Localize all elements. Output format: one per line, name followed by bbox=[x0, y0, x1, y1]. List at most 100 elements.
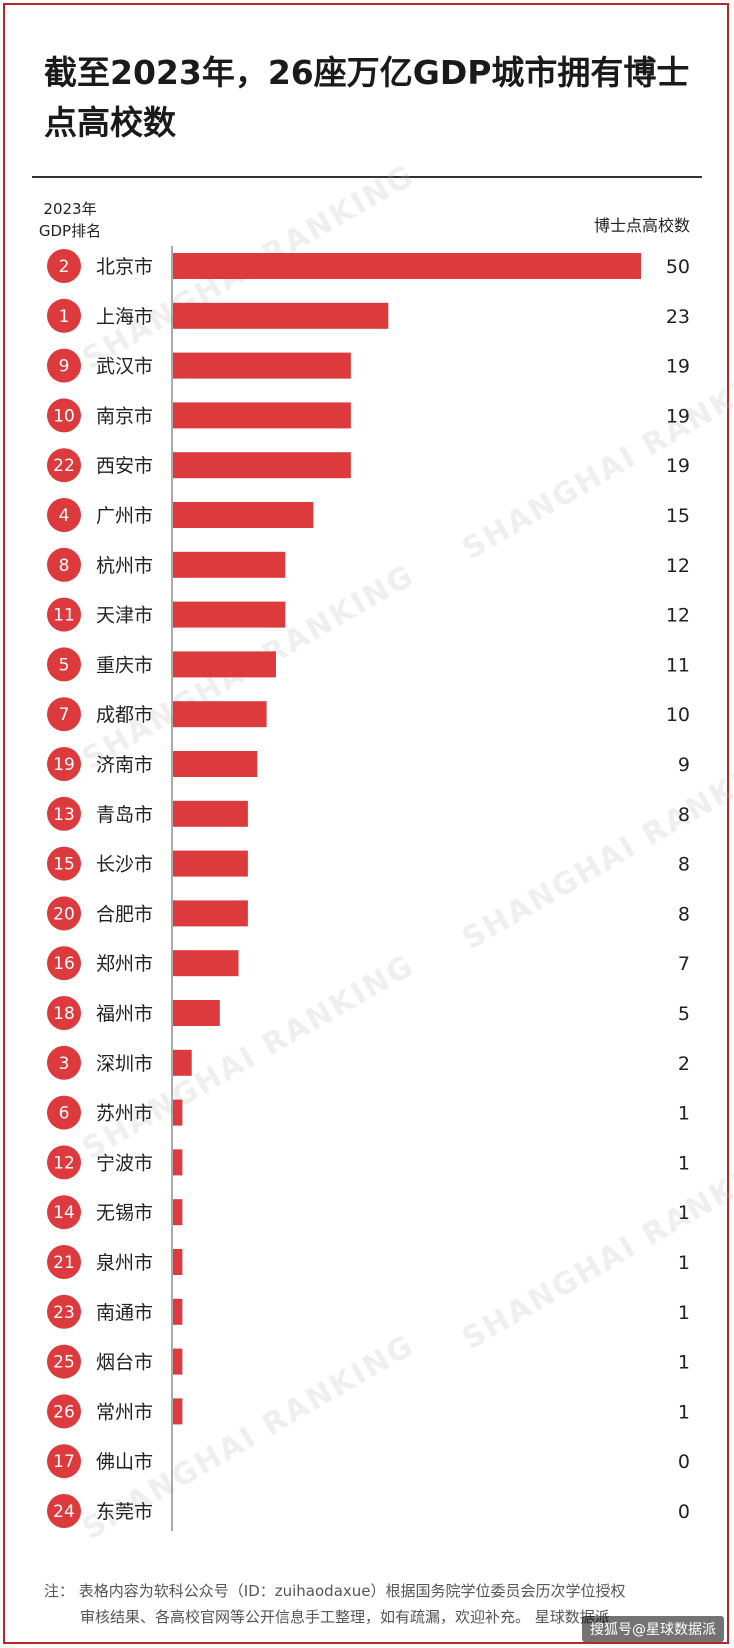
city-label: 杭州市 bbox=[96, 555, 153, 577]
rank-label: 5 bbox=[59, 655, 70, 675]
bar bbox=[173, 651, 276, 678]
rank-column-header: 2023年GDP排名 bbox=[30, 198, 110, 242]
city-label: 南京市 bbox=[96, 405, 153, 427]
rank-badge bbox=[47, 996, 81, 1030]
city-label: 济南市 bbox=[96, 754, 153, 776]
rank-badge bbox=[47, 796, 81, 831]
city-label: 苏州市 bbox=[96, 1103, 153, 1125]
rank-badge bbox=[47, 597, 81, 632]
bar bbox=[173, 751, 258, 777]
chart-title: 截至2023年，26座万亿GDP城市拥有博士点高校数 bbox=[44, 53, 690, 142]
rank-label: 14 bbox=[53, 1203, 75, 1223]
rank-badge bbox=[47, 1195, 81, 1230]
city-label: 武汉市 bbox=[96, 356, 153, 378]
city-label: 福州市 bbox=[96, 1003, 153, 1025]
rank-label: 10 bbox=[53, 406, 75, 426]
city-label: 成都市 bbox=[96, 704, 153, 726]
rank-label: 4 bbox=[59, 506, 70, 526]
rank-label: 3 bbox=[59, 1054, 70, 1074]
rank-label: 24 bbox=[53, 1502, 75, 1522]
value-label: 5 bbox=[678, 1003, 690, 1025]
value-label: 9 bbox=[678, 754, 690, 776]
city-label: 无锡市 bbox=[96, 1202, 153, 1224]
value-label: 0 bbox=[678, 1451, 690, 1473]
bar bbox=[173, 1298, 183, 1325]
rank-label: 19 bbox=[53, 755, 75, 775]
bar bbox=[173, 1000, 220, 1026]
value-column-header: 博士点高校数 bbox=[593, 216, 690, 235]
footer-line-1: 注： 表格内容为软科公众号（ID：zuihaodaxue）根据国务院学位委员会历… bbox=[44, 1582, 626, 1600]
rank-label: 18 bbox=[53, 1004, 75, 1024]
rank-label: 12 bbox=[53, 1153, 75, 1173]
rank-badge bbox=[47, 1494, 81, 1528]
frame-border bbox=[3, 3, 729, 1644]
bar bbox=[173, 1149, 183, 1176]
rank-label: 15 bbox=[53, 855, 75, 875]
value-label: 1 bbox=[678, 1152, 690, 1174]
city-label: 西安市 bbox=[96, 455, 153, 477]
bar bbox=[173, 1249, 183, 1275]
rank-label: 6 bbox=[59, 1104, 70, 1124]
city-label: 上海市 bbox=[96, 306, 153, 328]
rank-label: 13 bbox=[53, 805, 75, 825]
title-divider bbox=[32, 176, 702, 178]
city-label: 天津市 bbox=[96, 605, 153, 627]
rank-label: 23 bbox=[53, 1303, 75, 1323]
rank-label: 16 bbox=[53, 954, 75, 974]
value-label: 15 bbox=[666, 505, 690, 527]
rank-badge bbox=[47, 1095, 81, 1130]
rank-label: 22 bbox=[53, 456, 75, 476]
rank-label: 17 bbox=[53, 1452, 75, 1472]
value-label: 10 bbox=[666, 704, 690, 726]
rank-badge bbox=[47, 1294, 81, 1329]
city-label: 泉州市 bbox=[96, 1252, 153, 1274]
value-label: 19 bbox=[666, 455, 690, 477]
rank-badge bbox=[47, 249, 81, 283]
rank-label: 21 bbox=[53, 1253, 75, 1273]
bar bbox=[173, 551, 286, 578]
bar bbox=[173, 402, 351, 429]
bar bbox=[173, 352, 351, 379]
rank-badge bbox=[47, 1394, 81, 1429]
value-label: 12 bbox=[666, 605, 690, 627]
rank-badge bbox=[47, 747, 81, 781]
bar bbox=[173, 1398, 183, 1425]
bar bbox=[173, 1348, 183, 1375]
bar bbox=[173, 1199, 183, 1226]
rank-badge bbox=[47, 697, 81, 732]
footer-line-2: 审核结果、各高校官网等公开信息手工整理，如有疏漏，欢迎补充。 星球数据派 bbox=[80, 1608, 610, 1626]
value-label: 8 bbox=[678, 804, 690, 826]
value-label: 8 bbox=[678, 854, 690, 876]
bar bbox=[173, 502, 314, 528]
city-label: 东莞市 bbox=[96, 1501, 153, 1523]
value-label: 1 bbox=[678, 1103, 690, 1125]
value-label: 1 bbox=[678, 1252, 690, 1274]
source-badge: 搜狐号@星球数据派 bbox=[582, 1616, 724, 1642]
bar bbox=[173, 1099, 183, 1126]
value-label: 12 bbox=[666, 555, 690, 577]
value-label: 8 bbox=[678, 903, 690, 925]
rank-header-text: 2023年GDP排名 bbox=[38, 200, 102, 240]
bar bbox=[173, 950, 239, 977]
value-label: 23 bbox=[666, 306, 690, 328]
city-label: 深圳市 bbox=[96, 1053, 153, 1075]
rank-badge bbox=[47, 547, 81, 582]
bar bbox=[173, 601, 286, 628]
city-label: 长沙市 bbox=[96, 854, 153, 876]
city-label: 烟台市 bbox=[96, 1352, 153, 1374]
rank-badge bbox=[47, 896, 81, 931]
rank-label: 1 bbox=[59, 307, 70, 327]
value-label: 19 bbox=[666, 356, 690, 378]
value-label: 1 bbox=[678, 1401, 690, 1423]
value-label: 2 bbox=[678, 1053, 690, 1075]
rank-label: 26 bbox=[53, 1402, 75, 1422]
footer-note: 注： 表格内容为软科公众号（ID：zuihaodaxue）根据国务院学位委员会历… bbox=[44, 1578, 694, 1630]
rank-label: 11 bbox=[53, 606, 75, 626]
city-label: 合肥市 bbox=[96, 903, 153, 925]
rank-label: 25 bbox=[53, 1353, 75, 1373]
bar bbox=[173, 850, 248, 877]
city-label: 重庆市 bbox=[96, 654, 153, 676]
rank-badge bbox=[47, 946, 81, 981]
rank-badge bbox=[47, 1045, 81, 1080]
